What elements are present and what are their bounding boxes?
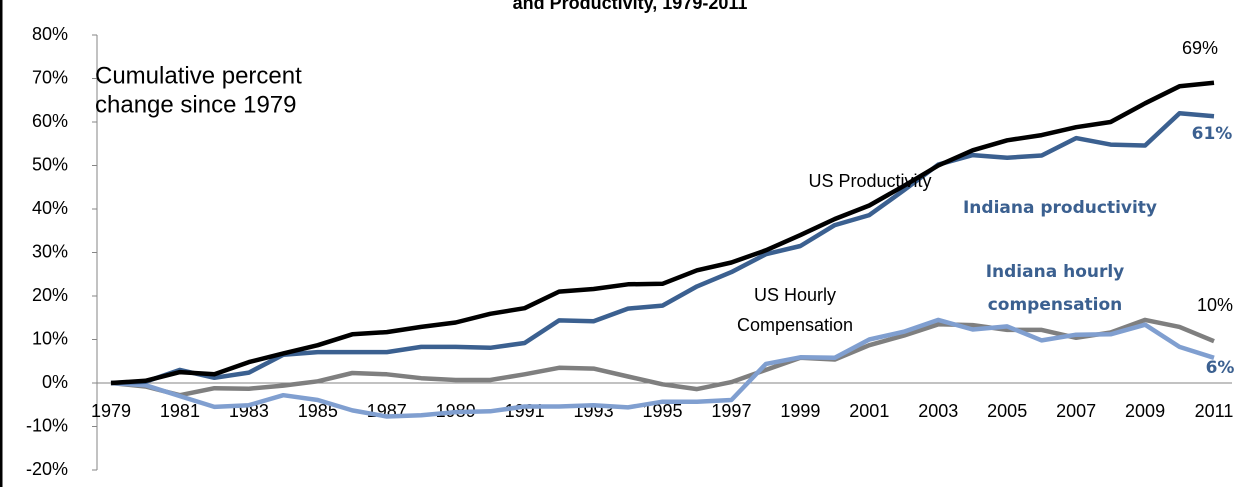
- annotation: change since 1979: [95, 91, 297, 118]
- series-line: [110, 317, 1215, 398]
- x-tick-label: 1997: [711, 401, 751, 421]
- annotation: 61%: [1192, 124, 1233, 144]
- series-line: [110, 111, 1215, 386]
- annotation: 6%: [1206, 358, 1235, 378]
- annotation: US Productivity: [808, 171, 931, 191]
- x-tick-label: 2001: [849, 401, 889, 421]
- y-tick-label: 30%: [32, 241, 68, 261]
- x-tick-label: 2003: [918, 401, 958, 421]
- x-tick-label: 1981: [160, 401, 200, 421]
- x-tick-label: 2007: [1056, 401, 1096, 421]
- y-tick-label: -10%: [26, 415, 68, 435]
- annotation: compensation: [988, 295, 1123, 315]
- annotation: US Hourly: [754, 285, 836, 305]
- annotation: Indiana productivity: [963, 198, 1157, 218]
- annotation: 10%: [1197, 295, 1233, 315]
- x-tick-label: 2011: [1195, 401, 1234, 421]
- x-tick-label: 1999: [780, 401, 820, 421]
- annotation: Cumulative percent: [95, 62, 302, 89]
- x-tick-label: 1979: [91, 401, 131, 421]
- y-tick-label: -20%: [26, 459, 68, 479]
- y-tick-label: 40%: [32, 198, 68, 218]
- annotation: 69%: [1182, 38, 1218, 58]
- chart-title: and Productivity, 1979-2011: [513, 0, 748, 13]
- series-line: [110, 317, 1215, 419]
- x-tick-label: 2005: [987, 401, 1027, 421]
- annotation: Compensation: [737, 315, 853, 335]
- y-tick-label: 10%: [32, 328, 68, 348]
- y-tick-label: 20%: [32, 285, 68, 305]
- y-tick-label: 60%: [32, 111, 68, 131]
- y-tick-label: 0%: [42, 372, 68, 392]
- x-tick-label: 1985: [298, 401, 338, 421]
- x-tick-label: 1991: [505, 401, 545, 421]
- annotation: Indiana hourly: [986, 262, 1125, 282]
- x-tick-label: 2009: [1125, 401, 1165, 421]
- y-tick-label: 70%: [32, 67, 68, 87]
- y-tick-label: 80%: [32, 24, 68, 44]
- y-tick-label: 50%: [32, 154, 68, 174]
- series-line: [110, 80, 1215, 386]
- x-tick-label: 1995: [642, 401, 682, 421]
